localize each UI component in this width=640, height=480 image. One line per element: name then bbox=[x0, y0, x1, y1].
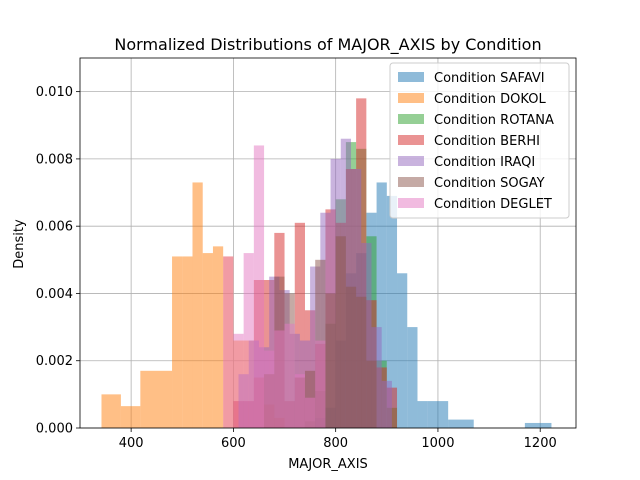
histogram-bar bbox=[335, 236, 346, 428]
legend-swatch bbox=[398, 114, 424, 124]
legend-box bbox=[389, 62, 570, 219]
histogram-bar bbox=[202, 253, 213, 428]
histogram-bar bbox=[381, 380, 392, 428]
y-tick-label: 0.006 bbox=[36, 220, 73, 235]
histogram-bar bbox=[294, 374, 305, 428]
histogram-bar bbox=[356, 296, 367, 428]
histogram-bar bbox=[315, 340, 326, 428]
legend: Condition SAFAVI Condition DOKOL Condition… bbox=[389, 62, 570, 219]
legend-label: Condition SAFAVI bbox=[434, 71, 545, 86]
legend-label: Condition BERHI bbox=[434, 134, 540, 149]
legend-label: Condition DEGLET bbox=[434, 197, 552, 212]
histogram-bar bbox=[182, 256, 193, 428]
histogram-bar bbox=[366, 360, 377, 428]
histogram-bar bbox=[345, 286, 357, 428]
legend-swatch bbox=[398, 135, 424, 145]
histogram-bar bbox=[448, 419, 474, 428]
y-tick-label: 0.010 bbox=[36, 85, 73, 100]
histogram-bar bbox=[140, 370, 173, 428]
y-axis-title: Density bbox=[12, 219, 27, 269]
legend-label: Condition SOGAY bbox=[434, 176, 545, 191]
histogram-bar bbox=[376, 182, 387, 428]
histogram-bar bbox=[304, 397, 316, 428]
histogram-bar bbox=[233, 333, 244, 428]
histogram-bar bbox=[172, 256, 183, 428]
legend-swatch bbox=[398, 93, 424, 103]
legend-label: Condition ROTANA bbox=[434, 113, 554, 128]
plot-frame bbox=[79, 57, 577, 429]
legend-label: Condition DOKOL bbox=[434, 92, 546, 107]
legend-swatch bbox=[398, 198, 424, 208]
histogram-bar bbox=[407, 327, 418, 428]
legend-label: Condition IRAQI bbox=[434, 155, 535, 170]
y-tick-label: 0.008 bbox=[36, 152, 73, 167]
bars-layer bbox=[101, 98, 552, 429]
histogram-bar bbox=[294, 222, 305, 428]
x-tick-label: 600 bbox=[221, 436, 246, 451]
legend-swatch bbox=[398, 72, 424, 82]
histogram-bar bbox=[253, 145, 265, 429]
histogram-bar bbox=[212, 246, 224, 428]
y-tick-label: 0.000 bbox=[36, 422, 73, 437]
histogram-bar bbox=[427, 401, 449, 428]
histogram-bar bbox=[524, 422, 552, 428]
histogram-bar bbox=[417, 401, 428, 428]
x-tick-label: 1200 bbox=[524, 436, 557, 451]
histogram-bar bbox=[274, 330, 285, 428]
x-axis-title: MAJOR_AXIS bbox=[288, 457, 368, 472]
histogram-bar bbox=[325, 293, 336, 428]
legend-swatch bbox=[398, 177, 424, 187]
histogram-bar bbox=[192, 182, 203, 428]
histogram-bar bbox=[386, 195, 398, 428]
histogram-bar bbox=[101, 394, 121, 428]
histogram-bar bbox=[120, 406, 141, 428]
histogram-bar bbox=[397, 273, 408, 428]
x-tick-label: 400 bbox=[119, 436, 144, 451]
histogram-bar bbox=[223, 256, 234, 428]
chart-title: Normalized Distributions of MAJOR_AXIS b… bbox=[114, 35, 541, 55]
series-condition-deglet bbox=[223, 145, 326, 429]
y-tick-label: 0.004 bbox=[36, 287, 73, 302]
x-tick-label: 1000 bbox=[421, 436, 454, 451]
x-tick-label: 800 bbox=[323, 436, 348, 451]
legend-swatch bbox=[398, 156, 424, 166]
y-tick-label: 0.002 bbox=[36, 354, 73, 369]
histogram-bar bbox=[264, 350, 275, 428]
histogram-bar bbox=[243, 253, 254, 428]
axes-layer: 400 600 800 1000 1200 0.000 0.002 0.004 0.006 0.0… bbox=[36, 57, 577, 451]
histogram-bar bbox=[284, 323, 295, 428]
